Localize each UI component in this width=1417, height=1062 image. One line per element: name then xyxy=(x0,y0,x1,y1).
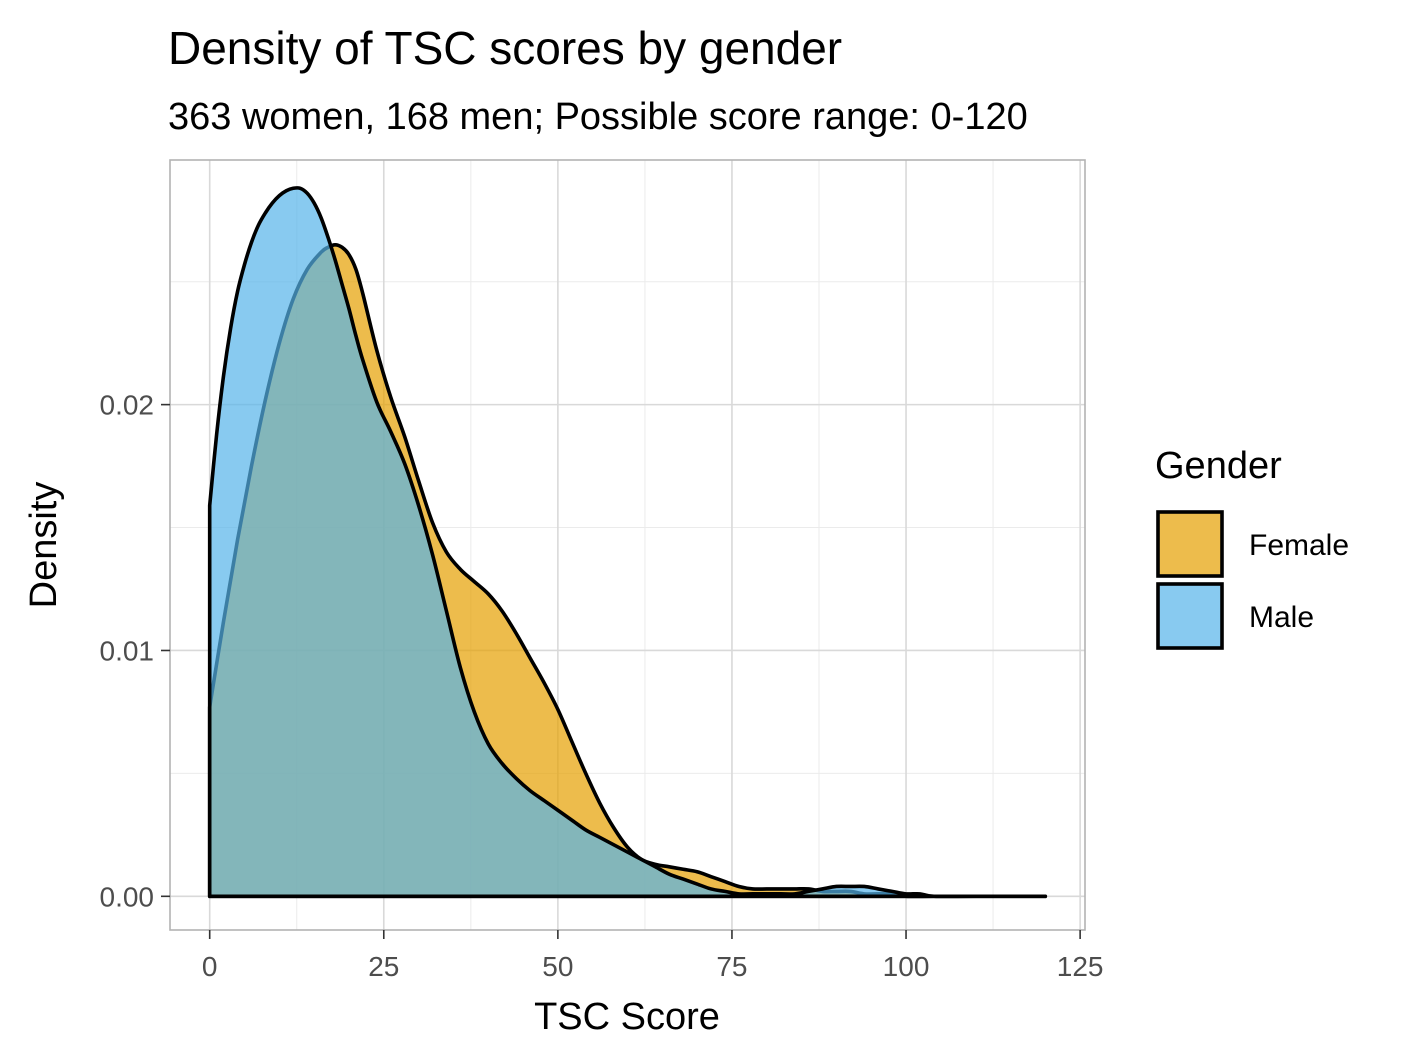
x-tick-label: 125 xyxy=(1057,951,1104,982)
x-tick-label: 100 xyxy=(883,951,930,982)
x-tick-label: 0 xyxy=(202,951,218,982)
y-axis: 0.00 0.01 0.02 xyxy=(100,390,170,912)
y-tick-label: 0.01 xyxy=(100,635,155,666)
x-tick-label: 75 xyxy=(716,951,747,982)
legend-title: Gender xyxy=(1155,445,1282,487)
legend-swatch-female xyxy=(1156,510,1224,578)
plot-panel xyxy=(169,159,1086,931)
x-axis-title: TSC Score xyxy=(534,996,720,1038)
legend-label-female: Female xyxy=(1249,529,1349,562)
legend: Gender Female Male xyxy=(1155,445,1349,651)
x-tick-label: 25 xyxy=(368,951,399,982)
density-area-male xyxy=(207,186,1048,899)
density-areas xyxy=(207,186,1048,899)
panel-border xyxy=(169,159,1086,931)
y-tick-label: 0.02 xyxy=(100,390,155,421)
x-axis: 0 25 50 75 100 125 xyxy=(202,930,1104,982)
chart-subtitle: 363 women, 168 men; Possible score range… xyxy=(168,96,1028,138)
y-tick-label: 0.00 xyxy=(100,881,155,912)
legend-label-male: Male xyxy=(1249,601,1314,634)
y-axis-title: Density xyxy=(23,482,65,609)
legend-swatch-male xyxy=(1156,582,1224,650)
x-tick-label: 50 xyxy=(542,951,573,982)
chart-title: Density of TSC scores by gender xyxy=(168,22,842,74)
